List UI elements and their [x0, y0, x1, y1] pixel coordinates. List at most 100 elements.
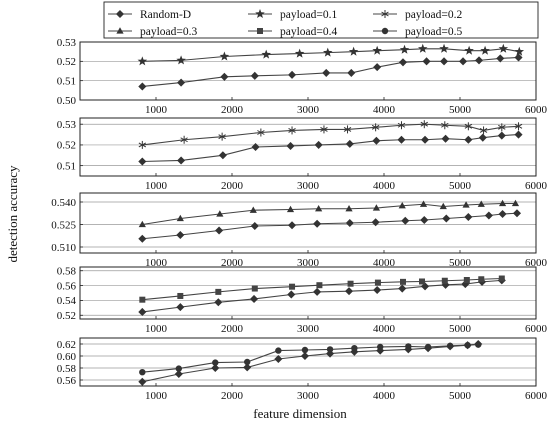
data-point — [215, 288, 222, 295]
legend-label: payload=0.3 — [140, 26, 198, 38]
series-payload-0-5 — [139, 341, 482, 376]
x-tick-label: 2000 — [221, 390, 244, 402]
data-point — [138, 234, 147, 243]
data-point — [316, 282, 323, 289]
x-tick-label: 1000 — [145, 323, 168, 335]
data-point — [496, 54, 505, 63]
data-point — [288, 221, 297, 230]
x-tick-label: 3000 — [297, 390, 320, 402]
data-point — [441, 277, 448, 284]
data-point — [511, 199, 520, 207]
data-point — [138, 140, 147, 149]
data-point — [439, 43, 449, 53]
data-point — [218, 151, 227, 160]
data-point — [251, 285, 258, 292]
data-point — [288, 70, 297, 79]
legend-marker — [255, 9, 265, 19]
y-tick-label: 0.52 — [57, 56, 76, 68]
data-point — [397, 135, 406, 144]
data-point — [498, 43, 509, 53]
data-point — [261, 49, 271, 59]
legend-marker — [257, 28, 263, 34]
x-tick-label: 3000 — [297, 257, 320, 269]
data-point — [137, 56, 148, 66]
x-tick-label: 6000 — [525, 323, 548, 335]
y-tick-label: 0.56 — [57, 375, 77, 387]
series-line — [142, 123, 519, 146]
data-point — [371, 218, 380, 227]
data-point — [326, 346, 334, 353]
y-tick-label: 0.51 — [57, 160, 76, 172]
data-point — [498, 209, 507, 219]
data-point — [294, 48, 305, 58]
y-tick-label: 0.51 — [57, 75, 76, 87]
y-tick-label: 0.52 — [57, 140, 76, 152]
data-point — [477, 200, 485, 207]
data-point — [418, 43, 428, 53]
data-point — [176, 214, 184, 222]
data-point — [180, 135, 188, 144]
data-point — [464, 45, 474, 55]
x-tick-label: 6000 — [525, 104, 548, 116]
data-point — [446, 342, 454, 349]
x-axis-label: feature dimension — [253, 406, 347, 421]
data-point — [214, 298, 223, 307]
data-point — [348, 46, 359, 56]
data-point — [288, 126, 296, 135]
data-point — [376, 346, 385, 355]
x-tick-label: 4000 — [373, 257, 396, 269]
data-point — [244, 358, 251, 366]
x-tick-label: 4000 — [373, 104, 396, 116]
data-point — [138, 157, 147, 166]
x-tick-label: 5000 — [449, 180, 472, 192]
legend-marker — [381, 10, 389, 18]
data-point — [512, 209, 522, 218]
x-tick-label: 3000 — [297, 180, 320, 192]
data-point — [497, 131, 506, 140]
data-point — [480, 45, 490, 55]
y-tick-label: 0.53 — [57, 119, 77, 131]
data-point — [405, 343, 412, 350]
data-point — [498, 275, 505, 282]
data-point — [286, 141, 295, 150]
x-tick-label: 1000 — [145, 257, 168, 269]
data-point — [274, 354, 283, 364]
data-point — [401, 216, 410, 225]
series-random-d — [138, 209, 522, 243]
x-tick-label: 5000 — [449, 257, 472, 269]
data-point — [398, 201, 406, 209]
data-point — [138, 377, 147, 386]
legend-marker — [381, 27, 389, 35]
data-point — [479, 126, 488, 135]
data-point — [212, 359, 219, 366]
data-point — [215, 226, 224, 235]
data-point — [314, 140, 323, 149]
x-tick-label: 1000 — [145, 390, 168, 402]
panel-2: 0.51 0.52 0.53 1000 2000 3000 4000 5000 6000 — [57, 117, 548, 192]
data-point — [424, 343, 432, 351]
legend: Random-D payload=0.1 payload=0.2 payload=0.… — [103, 1, 539, 39]
x-tick-label: 2000 — [221, 323, 244, 335]
data-point — [420, 120, 429, 129]
series-payload-0-4 — [139, 275, 505, 303]
legend-marker — [116, 27, 124, 34]
data-point — [313, 219, 322, 228]
y-tick-label: 0.540 — [51, 197, 76, 209]
data-point — [289, 283, 296, 290]
data-point — [326, 349, 335, 358]
data-point — [441, 121, 449, 130]
legend-box — [103, 1, 539, 39]
data-point — [323, 47, 333, 57]
data-point — [313, 287, 322, 296]
data-point — [462, 201, 470, 208]
data-point — [220, 72, 229, 81]
legend-label: Random-D — [140, 9, 191, 21]
y-tick-label: 0.53 — [57, 37, 77, 49]
data-point — [498, 123, 506, 132]
data-point — [421, 135, 430, 144]
data-point — [514, 53, 523, 62]
data-point — [474, 56, 484, 65]
y-tick-label: 0.54 — [57, 295, 77, 307]
data-point — [478, 276, 485, 283]
data-point — [343, 125, 352, 134]
